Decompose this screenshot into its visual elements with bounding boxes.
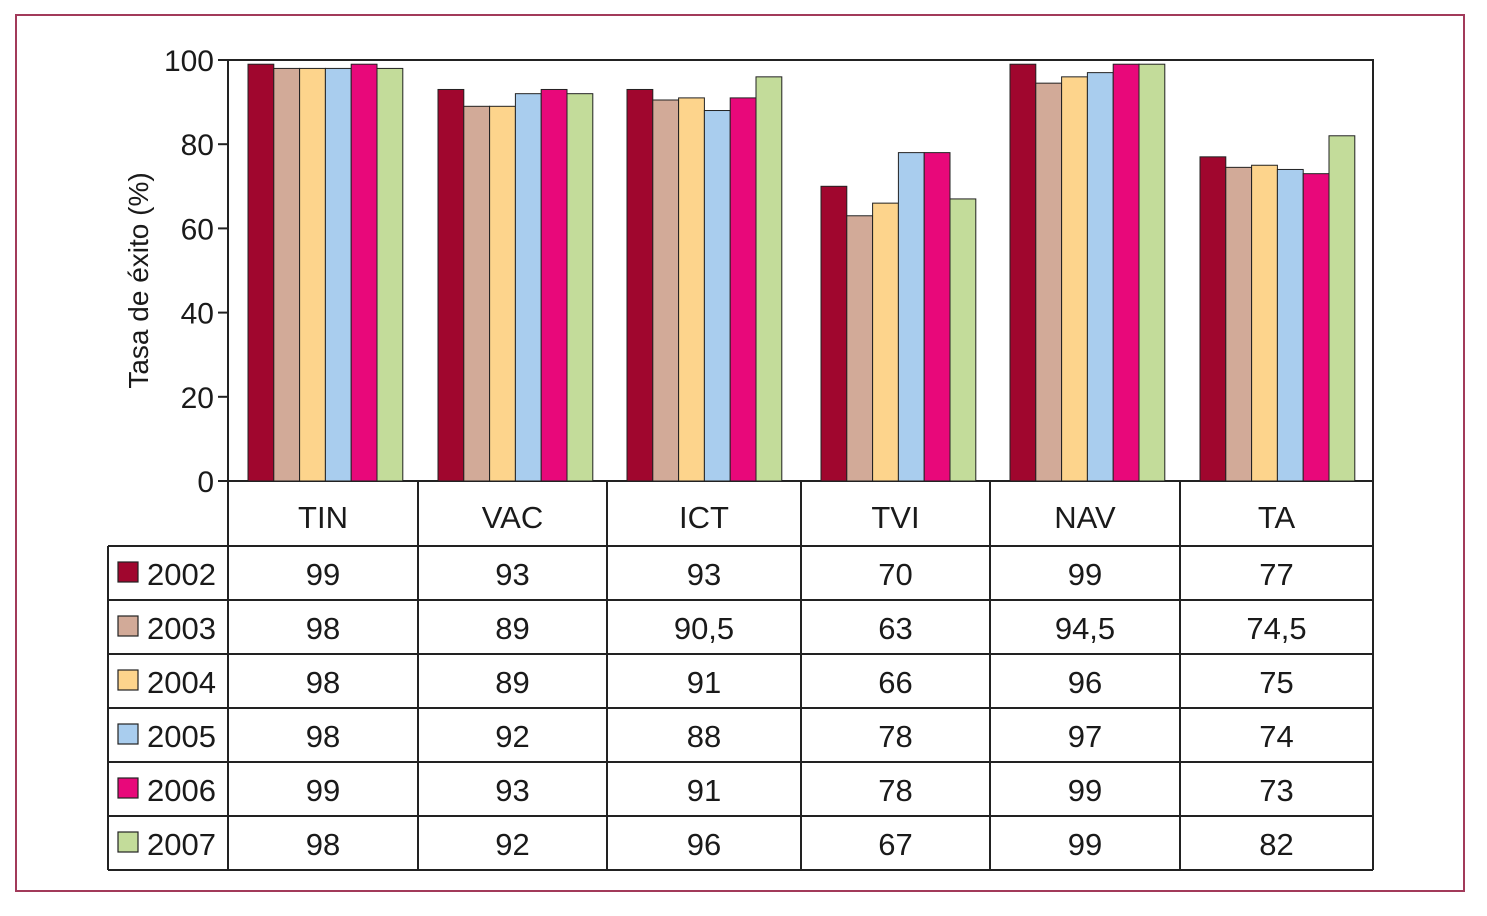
legend-year-label: 2004 xyxy=(147,665,216,700)
bar-ict-2003 xyxy=(652,99,680,482)
legend-swatch-2003 xyxy=(117,615,139,637)
table-cell-value: 89 xyxy=(495,665,529,700)
bar-ta-2006 xyxy=(1302,173,1330,482)
bar-tvi-2007 xyxy=(949,198,977,482)
y-axis-label: Tasa de éxito (%) xyxy=(123,172,154,388)
bar-ta-2003 xyxy=(1225,166,1253,482)
legend-year-label: 2006 xyxy=(147,773,216,808)
bar-ta-2005 xyxy=(1276,168,1304,482)
bar-tvi-2004 xyxy=(872,202,899,482)
bar-tvi-2003 xyxy=(846,215,874,482)
bar-nav-2002 xyxy=(1009,63,1037,482)
table-cell-value: 74,5 xyxy=(1246,611,1306,646)
legend-year-label: 2007 xyxy=(147,827,216,862)
table-cell-value: 97 xyxy=(1068,719,1102,754)
bar-ict-2004 xyxy=(678,97,705,482)
table-cell-value: 93 xyxy=(495,773,529,808)
table-cell-value: 67 xyxy=(878,827,912,862)
legend-year-label: 2002 xyxy=(147,557,216,592)
bar-vac-2002 xyxy=(437,88,465,482)
bar-tvi-2006 xyxy=(923,152,951,482)
table-cell-value: 99 xyxy=(306,557,340,592)
table-cell-value: 98 xyxy=(306,665,340,700)
bar-ta-2007 xyxy=(1328,135,1356,482)
table-cell-value: 92 xyxy=(495,719,529,754)
table-cell-value: 98 xyxy=(306,827,340,862)
category-label: TIN xyxy=(298,500,348,535)
bar-ta-2004 xyxy=(1251,164,1278,482)
bar-tvi-2002 xyxy=(820,185,848,482)
y-tick-label: 0 xyxy=(197,466,214,499)
legend-year-label: 2005 xyxy=(147,719,216,754)
bar-vac-2007 xyxy=(566,93,594,482)
table-cell-value: 70 xyxy=(878,557,912,592)
table-cell-value: 92 xyxy=(495,827,529,862)
table-cell-value: 98 xyxy=(306,611,340,646)
bar-nav-2006 xyxy=(1112,63,1140,482)
table-cell-value: 74 xyxy=(1259,719,1293,754)
bar-tin-2005 xyxy=(324,67,352,482)
bar-tin-2007 xyxy=(376,67,404,482)
table-cell-value: 99 xyxy=(1068,557,1102,592)
table-cell-value: 94,5 xyxy=(1055,611,1115,646)
legend-swatch-2004 xyxy=(117,669,139,691)
table-cell-value: 91 xyxy=(687,665,721,700)
bar-ict-2006 xyxy=(729,97,757,482)
bar-vac-2004 xyxy=(489,105,516,482)
table-cell-value: 93 xyxy=(687,557,721,592)
bar-vac-2006 xyxy=(540,88,568,482)
bar-tin-2004 xyxy=(299,67,326,482)
table-cell-value: 63 xyxy=(878,611,912,646)
y-tick-label: 60 xyxy=(181,213,214,246)
bar-ict-2005 xyxy=(703,110,731,482)
table-cell-value: 93 xyxy=(495,557,529,592)
table-cell-value: 66 xyxy=(878,665,912,700)
y-tick-label: 80 xyxy=(181,129,214,162)
table-cell-value: 75 xyxy=(1259,665,1293,700)
table-cell-value: 98 xyxy=(306,719,340,754)
y-tick-label: 40 xyxy=(181,298,214,331)
bar-tvi-2005 xyxy=(897,152,925,482)
table-cell-value: 91 xyxy=(687,773,721,808)
bar-ict-2007 xyxy=(755,76,783,482)
bar-nav-2004 xyxy=(1061,76,1088,482)
category-label: ICT xyxy=(679,500,729,535)
table-cell-value: 78 xyxy=(878,719,912,754)
bar-ict-2002 xyxy=(626,88,654,482)
table-cell-value: 77 xyxy=(1259,557,1293,592)
category-label: TVI xyxy=(871,500,919,535)
bar-nav-2005 xyxy=(1086,72,1114,482)
table-cell-value: 99 xyxy=(1068,773,1102,808)
bar-tin-2006 xyxy=(350,63,378,482)
table-cell-value: 82 xyxy=(1259,827,1293,862)
category-label: TA xyxy=(1258,500,1296,535)
table-cell-value: 96 xyxy=(687,827,721,862)
table-cell-value: 96 xyxy=(1068,665,1102,700)
table-cell-value: 90,5 xyxy=(674,611,734,646)
bar-ta-2002 xyxy=(1199,156,1227,482)
bar-tin-2003 xyxy=(273,67,301,482)
bar-vac-2005 xyxy=(514,93,542,482)
table-cell-value: 89 xyxy=(495,611,529,646)
legend-swatch-2007 xyxy=(117,831,139,853)
legend-year-label: 2003 xyxy=(147,611,216,646)
legend-swatch-2005 xyxy=(117,723,139,745)
category-label: VAC xyxy=(482,500,543,535)
bar-nav-2003 xyxy=(1035,82,1063,482)
legend-swatch-2002 xyxy=(117,561,139,583)
y-tick-label: 20 xyxy=(181,382,214,415)
bar-nav-2007 xyxy=(1138,63,1166,482)
table-cell-value: 78 xyxy=(878,773,912,808)
table-cell-value: 73 xyxy=(1259,773,1293,808)
category-label: NAV xyxy=(1054,500,1116,535)
bar-vac-2003 xyxy=(463,105,491,482)
table-cell-value: 88 xyxy=(687,719,721,754)
legend-swatch-2006 xyxy=(117,777,139,799)
bar-tin-2002 xyxy=(247,63,275,482)
y-tick-label: 100 xyxy=(164,45,214,78)
table-cell-value: 99 xyxy=(1068,827,1102,862)
table-cell-value: 99 xyxy=(306,773,340,808)
